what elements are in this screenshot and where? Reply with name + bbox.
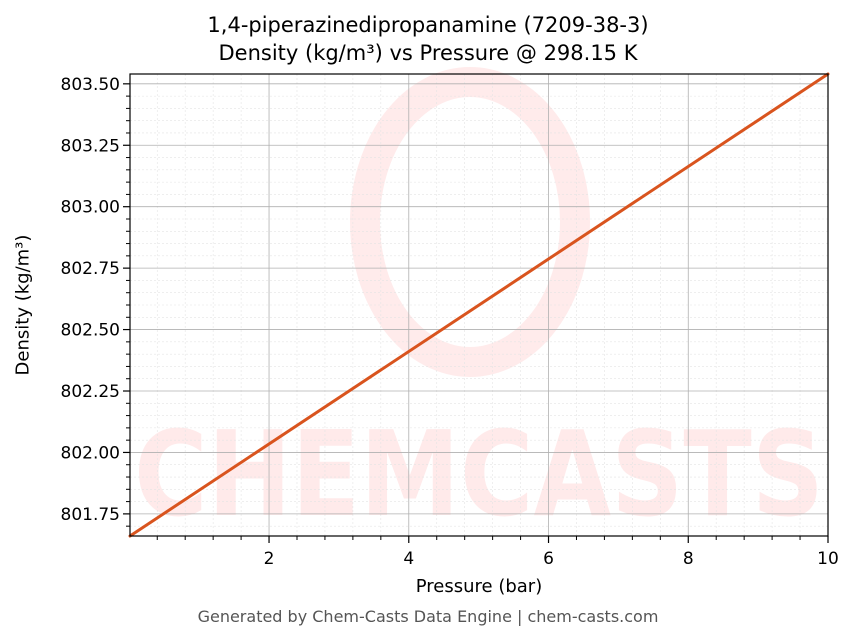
major-grid bbox=[130, 74, 829, 536]
y-tick-label: 802.25 bbox=[61, 382, 120, 402]
y-axis-label: Density (kg/m³) bbox=[12, 234, 34, 376]
y-tick-label: 801.75 bbox=[61, 505, 120, 525]
x-tick-label: 6 bbox=[543, 549, 554, 569]
y-tick-label: 802.50 bbox=[61, 321, 120, 341]
watermark-text: CHEMCASTS bbox=[134, 405, 824, 543]
y-tick-label: 802.00 bbox=[61, 443, 120, 463]
x-tick-label: 2 bbox=[264, 549, 275, 569]
x-axis-label: Pressure (bar) bbox=[415, 576, 543, 597]
footer-credit: Generated by Chem-Casts Data Engine | ch… bbox=[197, 607, 659, 626]
chemcasts-watermark-logo: CHEMCASTS bbox=[134, 67, 824, 543]
y-tick-label: 803.00 bbox=[61, 198, 120, 218]
y-tick-label: 803.50 bbox=[61, 75, 120, 95]
x-tick-label: 10 bbox=[817, 549, 839, 569]
chart-subtitle: Density (kg/m³) vs Pressure @ 298.15 K bbox=[218, 41, 638, 65]
minor-grid bbox=[130, 74, 828, 536]
y-axis: 801.75 802.00 802.25 802.50 802.75 803.00 803.… bbox=[61, 75, 130, 527]
x-tick-label: 4 bbox=[403, 549, 414, 569]
series-layer bbox=[128, 72, 830, 538]
y-tick-label: 802.75 bbox=[61, 259, 120, 279]
density-series-line bbox=[128, 72, 830, 538]
y-tick-label: 803.25 bbox=[61, 136, 120, 156]
chart-title: 1,4-piperazinedipropanamine (7209-38-3) bbox=[207, 13, 649, 37]
x-axis: 2 4 6 8 10 bbox=[156, 536, 839, 569]
x-tick-label: 8 bbox=[683, 549, 694, 569]
